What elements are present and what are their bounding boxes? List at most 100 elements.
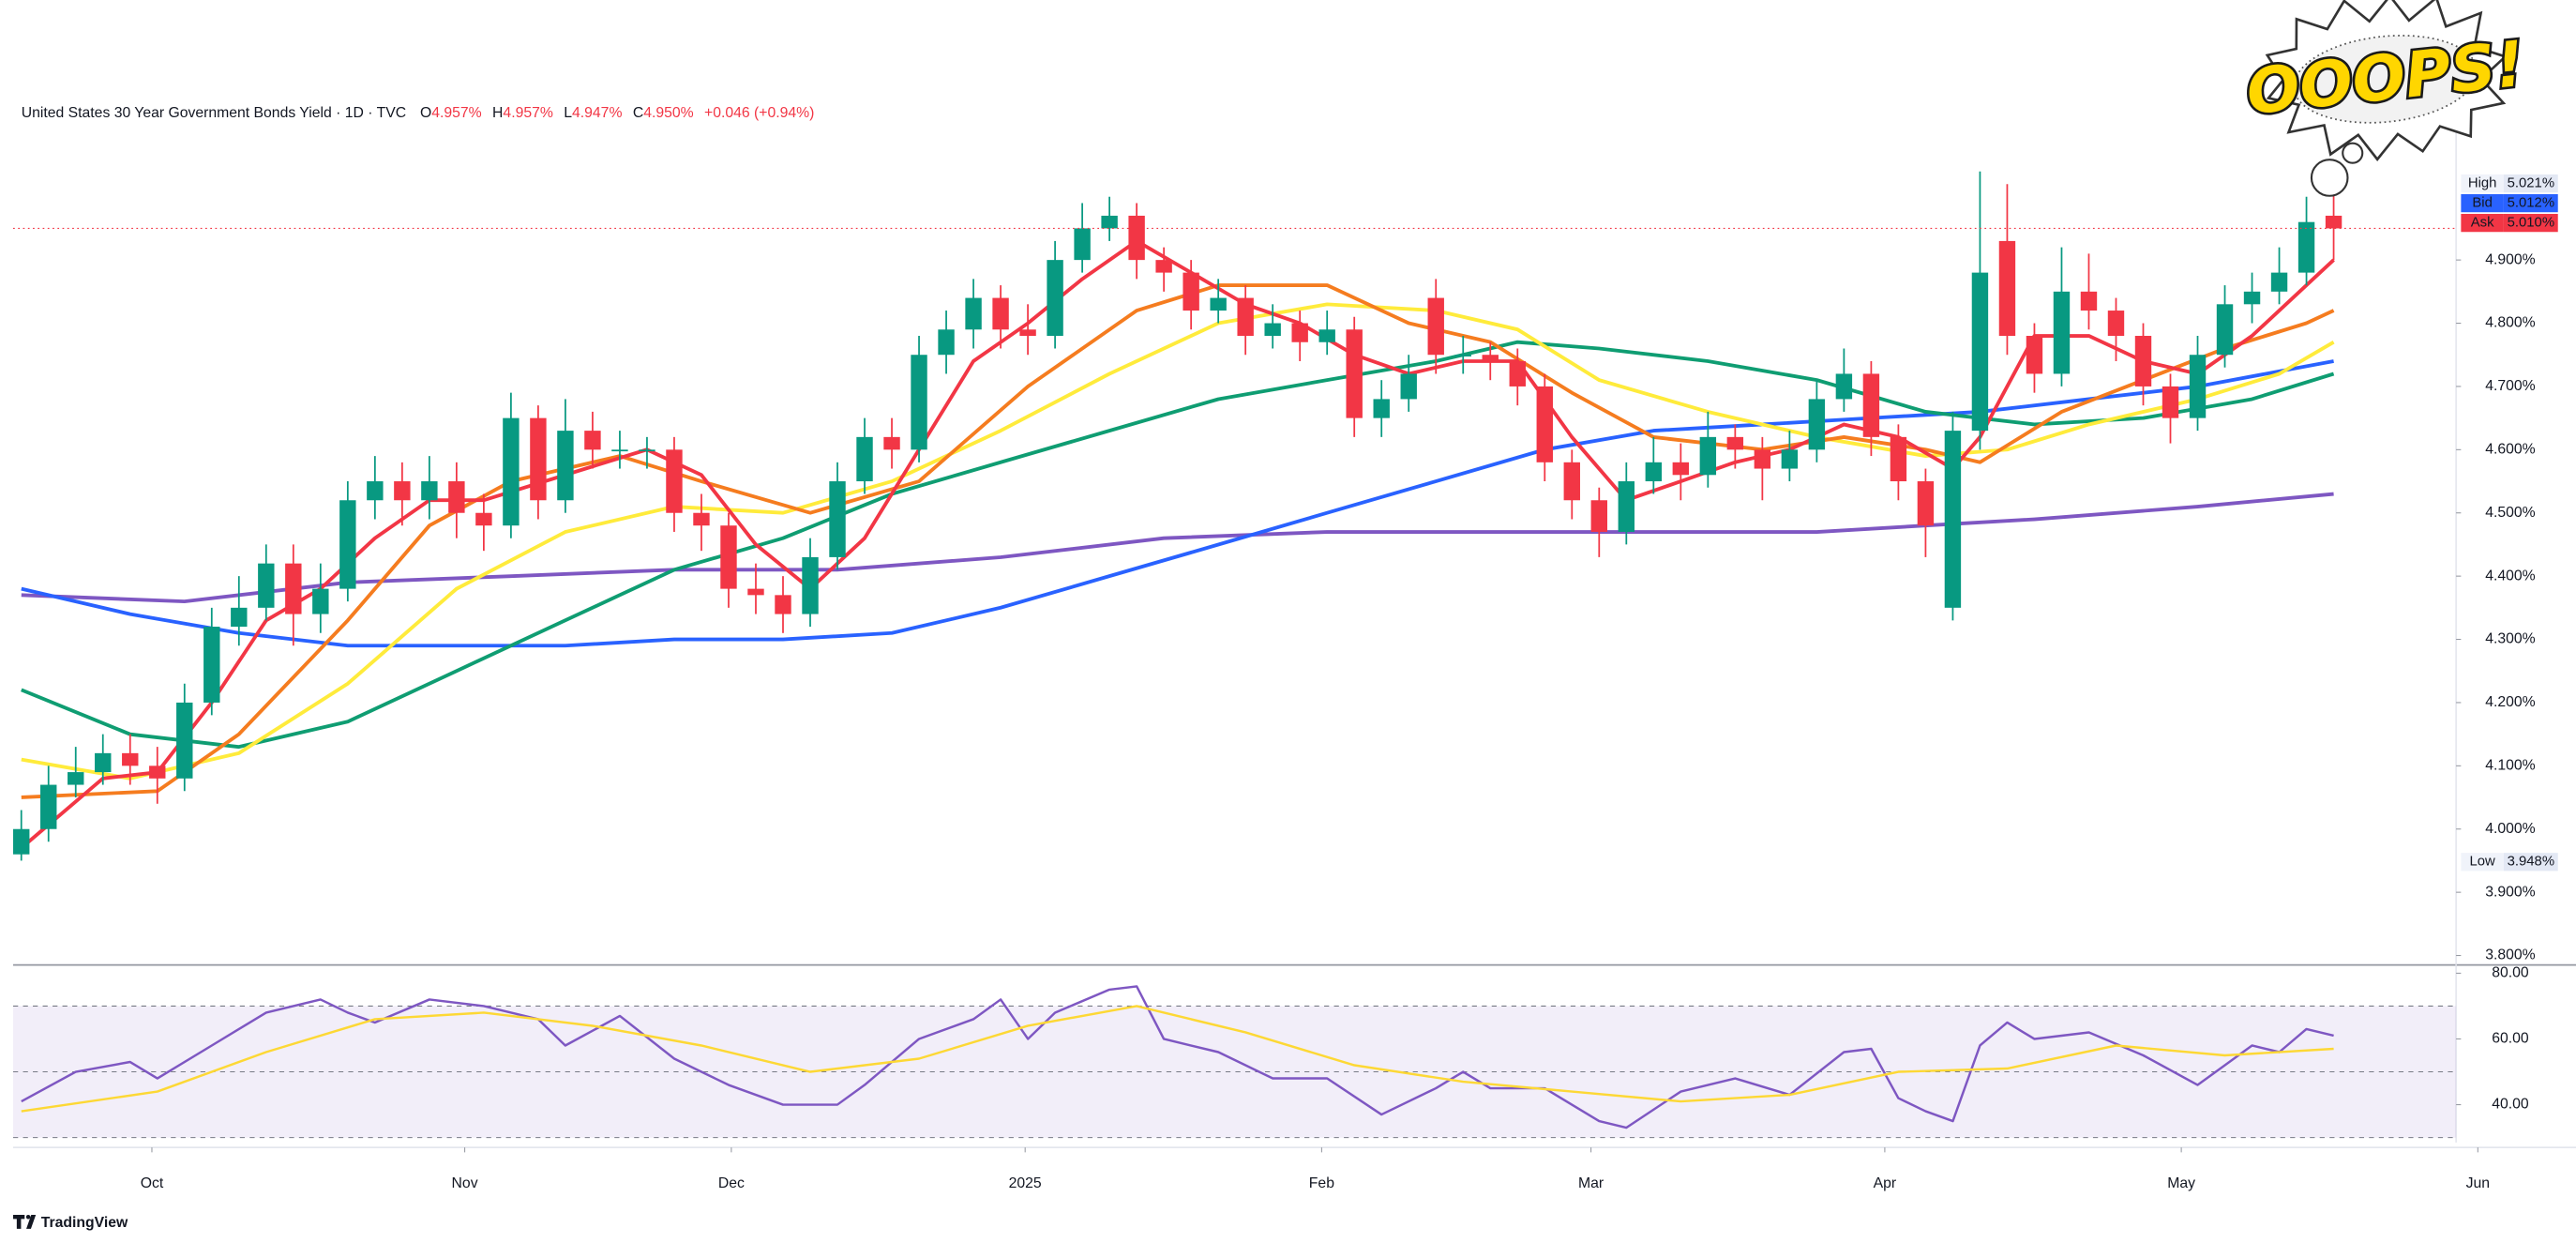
- candle-body: [1754, 449, 1771, 469]
- candle-body: [938, 329, 955, 356]
- y-tick-label: 4.200%: [2485, 694, 2535, 710]
- change: +0.046 (+0.94%): [704, 105, 814, 121]
- brand-icon: [13, 1214, 37, 1229]
- candle-body: [1210, 297, 1227, 311]
- price-label-value: 5.021%: [2508, 176, 2554, 191]
- candle-body: [1509, 360, 1526, 387]
- rsi-line: [21, 1005, 2334, 1113]
- candle-body: [1590, 500, 1607, 532]
- brand-icon-dot: [25, 1214, 31, 1220]
- candle-body: [2270, 272, 2288, 292]
- candle-body: [503, 417, 520, 526]
- candle-body: [829, 481, 846, 557]
- symbol-title: United States 30 Year Government Bonds Y…: [22, 105, 406, 121]
- candle-body: [1128, 215, 1145, 261]
- x-tick-label: Jun: [2466, 1175, 2490, 1191]
- price-label-value: 5.010%: [2508, 216, 2554, 231]
- ohlc-key: L: [564, 105, 572, 121]
- candle-body: [13, 828, 30, 855]
- candle-body: [965, 297, 982, 330]
- candle-body: [339, 500, 356, 589]
- candle-body: [1672, 462, 1690, 476]
- candle-body: [1645, 462, 1663, 482]
- rsi-line: [21, 985, 2334, 1129]
- candle-body: [475, 512, 492, 526]
- y-tick-label: 4.100%: [2485, 757, 2535, 773]
- candle-body: [1917, 481, 1935, 526]
- moving-average: [21, 359, 2334, 648]
- price-label-box: [2503, 853, 2558, 872]
- candle-body: [1400, 373, 1417, 400]
- candle-body: [2026, 336, 2043, 374]
- candle-body: [1101, 215, 1118, 229]
- candle-body: [1074, 228, 1091, 261]
- candle-body: [557, 431, 574, 501]
- x-tick-label: Mar: [1578, 1175, 1604, 1191]
- candle-body: [1618, 481, 1635, 532]
- candle-body: [1699, 436, 1717, 476]
- ohlc-key: H: [492, 105, 503, 121]
- sticker-cloud: [2293, 35, 2478, 124]
- price-label-box: [2503, 174, 2558, 193]
- candle-body: [231, 607, 248, 628]
- candle-body: [720, 525, 737, 589]
- y-tick-label: 3.900%: [2485, 884, 2535, 900]
- candle-body: [2216, 304, 2234, 356]
- candle-body: [2325, 215, 2343, 229]
- price-label-box: [2503, 213, 2558, 233]
- candle-body: [1047, 260, 1063, 337]
- plot-area: 3.800% 3.900% 4.000% 4.100% 4.200% 4.300% 4.40…: [13, 79, 2576, 1191]
- candle-body: [1454, 355, 1471, 356]
- rsi-tick-label: 40.00: [2492, 1097, 2529, 1113]
- brand-logo: TradingView: [13, 1215, 128, 1231]
- x-tick-label: Dec: [718, 1175, 745, 1191]
- candle-body: [367, 481, 384, 501]
- candle-body: [584, 431, 601, 450]
- candle-body: [1482, 355, 1499, 361]
- candle-body: [666, 449, 683, 513]
- y-tick-label: 4.000%: [2485, 821, 2535, 837]
- ohlc-value: 4.950%: [643, 105, 693, 121]
- candle-body: [639, 449, 655, 452]
- candle-body: [1291, 323, 1308, 342]
- candle-body: [856, 436, 873, 482]
- candle-body: [883, 436, 900, 450]
- candle-body: [1536, 386, 1553, 462]
- candle-body: [1944, 431, 1962, 608]
- candle-body: [1971, 272, 1989, 432]
- candle-body: [68, 772, 84, 785]
- candle-body: [693, 512, 710, 526]
- candle-body: [1019, 329, 1036, 337]
- rsi-tick-label: 80.00: [2492, 965, 2529, 981]
- x-tick-label: May: [2167, 1175, 2195, 1191]
- price-label-name: High: [2468, 176, 2497, 191]
- y-tick-label: 4.800%: [2485, 315, 2535, 331]
- price-label-name-box: [2461, 174, 2504, 193]
- candle-body: [802, 556, 819, 614]
- y-tick-label: 4.400%: [2485, 568, 2535, 584]
- candle-body: [1726, 436, 1744, 450]
- sticker-bubble: [2310, 159, 2349, 197]
- candle-body: [258, 563, 275, 608]
- chart-header: United States 30 Year Government Bonds Y…: [22, 105, 815, 121]
- candle-body: [448, 481, 465, 513]
- x-tick-label: Oct: [141, 1175, 164, 1191]
- y-tick-label: 3.800%: [2485, 947, 2535, 963]
- x-tick-label: Nov: [452, 1175, 478, 1191]
- candle-body: [1155, 260, 1172, 273]
- y-tick-label: 4.500%: [2485, 505, 2535, 521]
- candle-body: [2297, 221, 2315, 273]
- candle-body: [394, 481, 411, 501]
- y-tick-label: 4.900%: [2485, 251, 2535, 267]
- candle-body: [1427, 297, 1444, 356]
- x-tick-label: 2025: [1009, 1175, 1042, 1191]
- candle-body: [176, 702, 193, 779]
- y-tick-label: 4.300%: [2485, 631, 2535, 647]
- candle-body: [1318, 329, 1335, 342]
- price-label-name-box: [2461, 213, 2504, 233]
- candle-body: [2162, 386, 2179, 418]
- candle-body: [2053, 291, 2071, 374]
- candle-body: [1808, 399, 1826, 450]
